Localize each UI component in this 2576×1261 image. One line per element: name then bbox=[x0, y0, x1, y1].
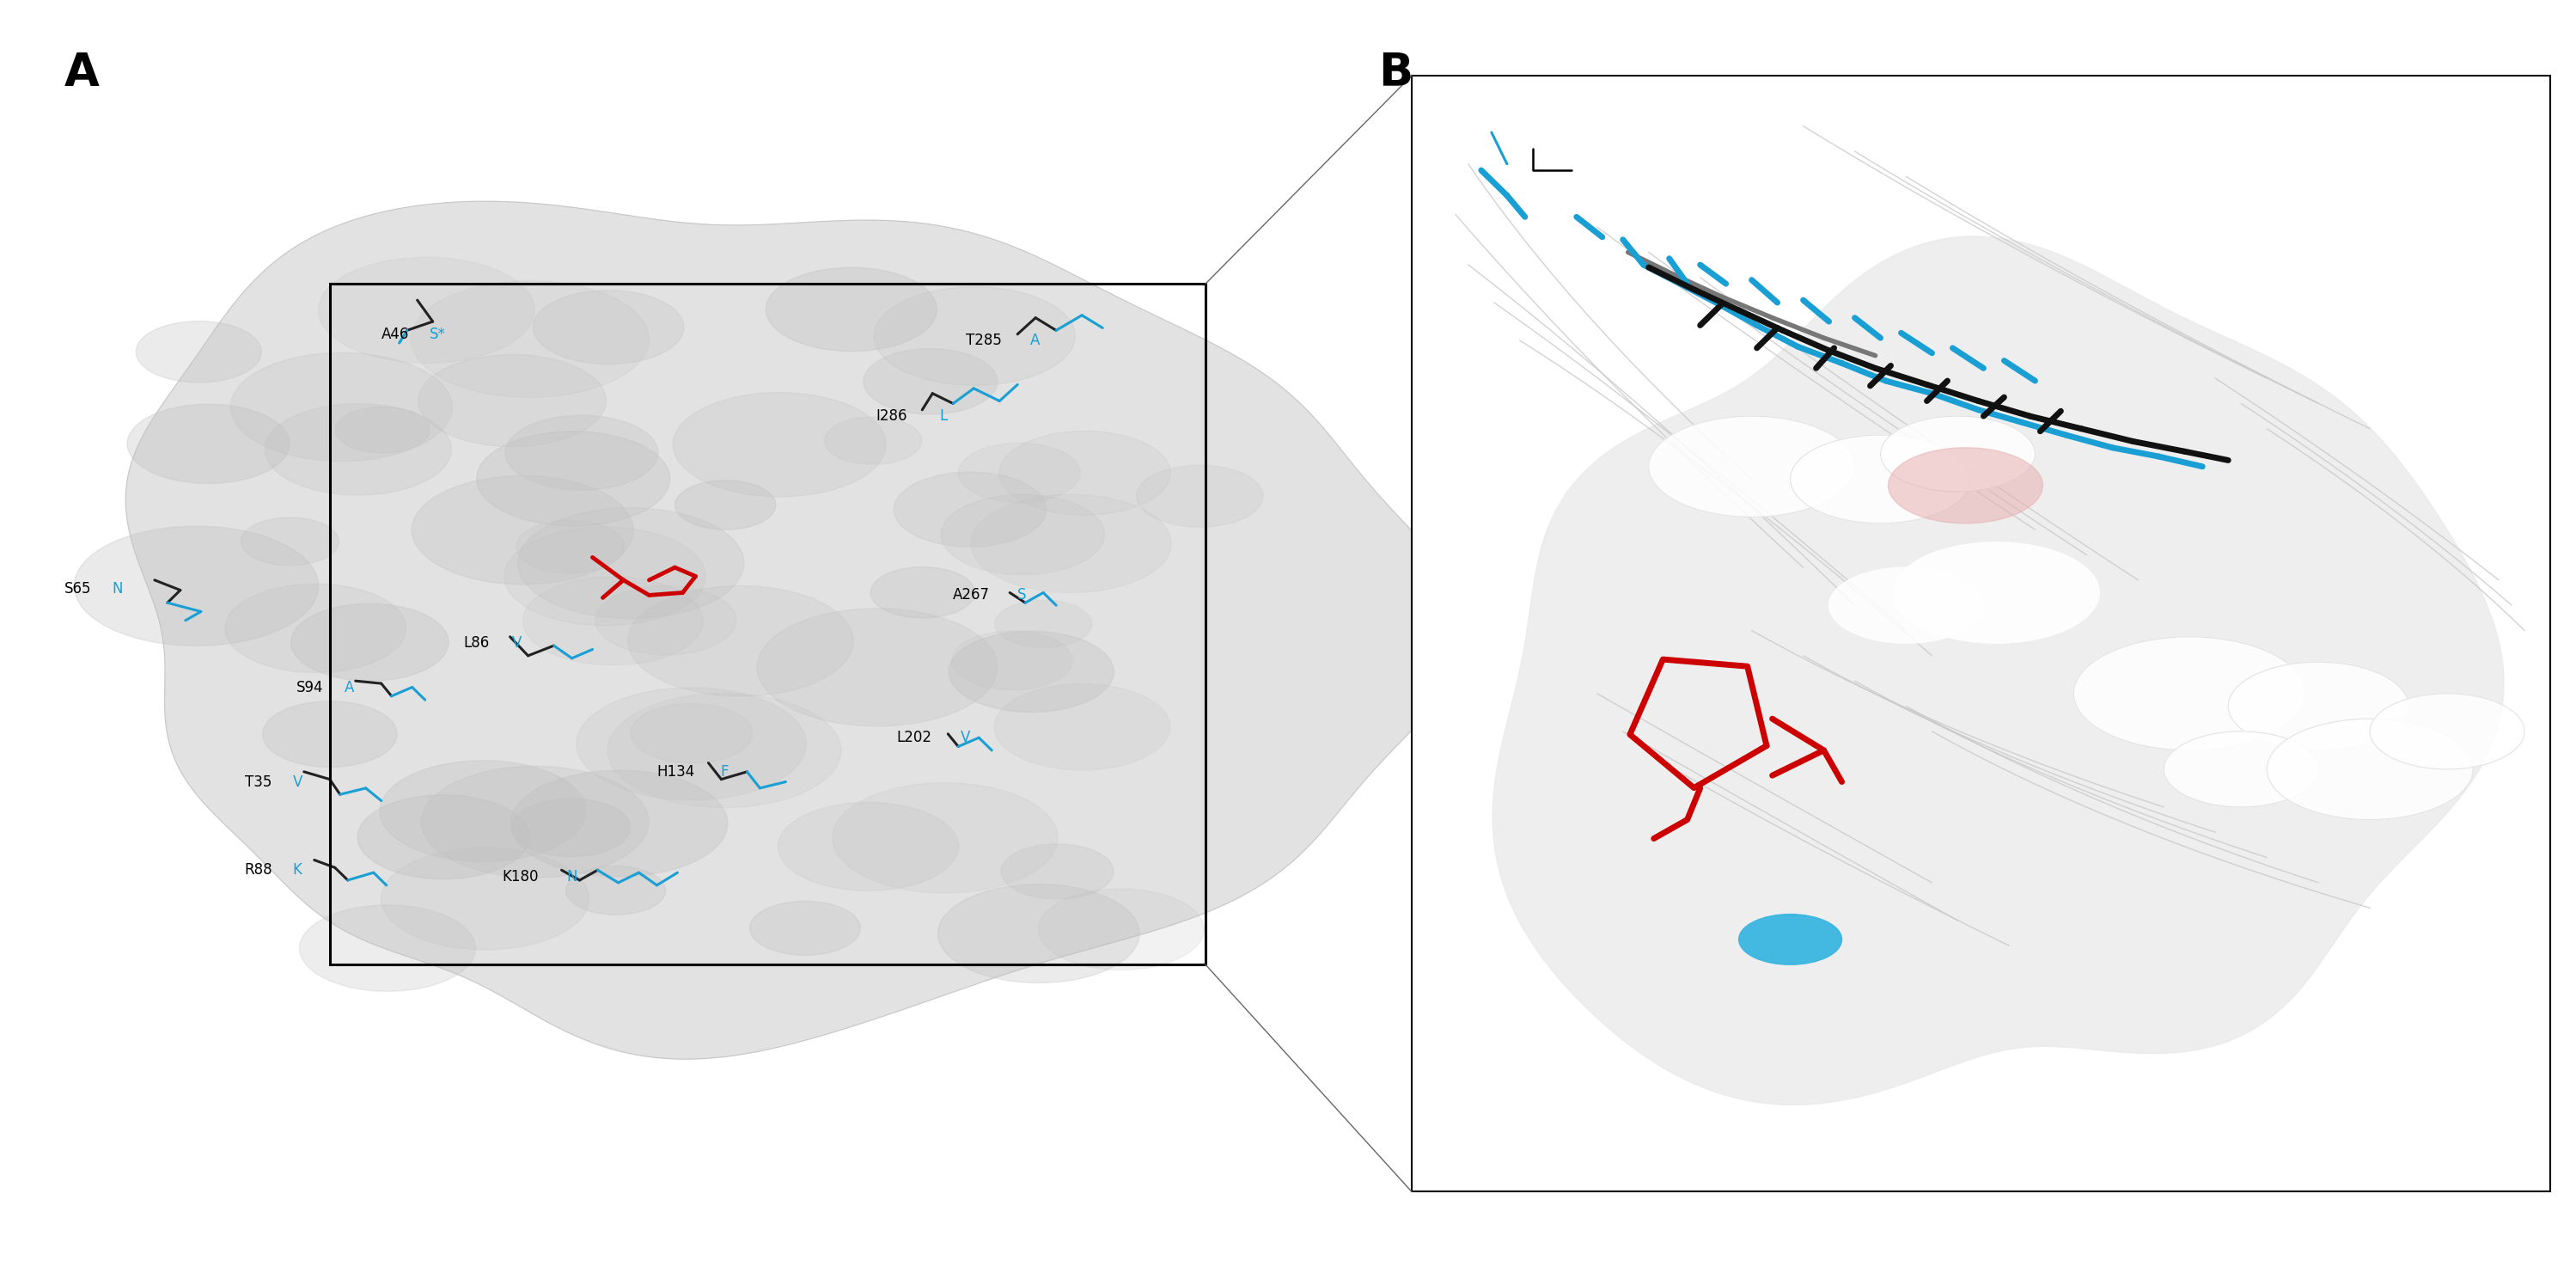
Circle shape bbox=[477, 431, 670, 526]
Text: B: B bbox=[1378, 50, 1412, 95]
Text: V: V bbox=[294, 774, 301, 789]
Circle shape bbox=[510, 770, 726, 876]
Circle shape bbox=[894, 472, 1046, 547]
Circle shape bbox=[567, 866, 665, 914]
Circle shape bbox=[863, 349, 997, 415]
Circle shape bbox=[1739, 914, 1842, 965]
Circle shape bbox=[265, 404, 451, 496]
Text: R88: R88 bbox=[245, 863, 273, 878]
Circle shape bbox=[999, 431, 1170, 514]
Circle shape bbox=[2228, 662, 2409, 750]
Text: S*: S* bbox=[430, 327, 446, 342]
Circle shape bbox=[263, 701, 397, 767]
Text: I286: I286 bbox=[876, 409, 907, 424]
Text: A: A bbox=[345, 680, 353, 695]
Circle shape bbox=[422, 767, 649, 878]
Text: L: L bbox=[940, 409, 948, 424]
Circle shape bbox=[505, 527, 706, 625]
Text: N: N bbox=[567, 869, 577, 884]
Circle shape bbox=[675, 480, 775, 530]
Circle shape bbox=[515, 521, 623, 574]
Circle shape bbox=[873, 286, 1074, 386]
Circle shape bbox=[994, 683, 1170, 770]
Text: V: V bbox=[961, 730, 971, 745]
Circle shape bbox=[358, 794, 528, 879]
Text: L86: L86 bbox=[464, 636, 489, 651]
Circle shape bbox=[948, 632, 1113, 712]
Text: L202: L202 bbox=[896, 730, 933, 745]
Circle shape bbox=[1880, 416, 2035, 492]
Circle shape bbox=[412, 475, 634, 584]
Circle shape bbox=[410, 281, 649, 397]
Circle shape bbox=[629, 586, 853, 696]
Circle shape bbox=[381, 847, 590, 950]
Circle shape bbox=[577, 687, 806, 799]
Text: K: K bbox=[294, 863, 301, 878]
Circle shape bbox=[232, 353, 453, 462]
Circle shape bbox=[242, 517, 340, 565]
Circle shape bbox=[750, 902, 860, 956]
Circle shape bbox=[608, 694, 840, 808]
Circle shape bbox=[672, 392, 886, 497]
Circle shape bbox=[757, 609, 997, 726]
Bar bbox=[1412, 76, 2550, 1192]
Text: A46: A46 bbox=[381, 327, 410, 342]
Text: V: V bbox=[513, 636, 520, 651]
Circle shape bbox=[2267, 719, 2473, 820]
Circle shape bbox=[75, 526, 319, 646]
Polygon shape bbox=[126, 202, 1468, 1059]
Text: T35: T35 bbox=[245, 774, 270, 789]
Circle shape bbox=[224, 584, 407, 672]
Circle shape bbox=[1136, 465, 1262, 527]
Circle shape bbox=[1038, 889, 1203, 970]
Circle shape bbox=[871, 567, 974, 618]
Circle shape bbox=[137, 322, 263, 382]
Circle shape bbox=[417, 354, 605, 446]
Circle shape bbox=[335, 407, 430, 453]
Circle shape bbox=[1002, 844, 1113, 899]
Circle shape bbox=[958, 443, 1079, 503]
Circle shape bbox=[631, 704, 752, 763]
Circle shape bbox=[1649, 416, 1855, 517]
Circle shape bbox=[778, 802, 958, 890]
Text: A: A bbox=[64, 50, 100, 95]
Circle shape bbox=[2074, 637, 2306, 750]
Text: S65: S65 bbox=[64, 581, 93, 596]
Text: H134: H134 bbox=[657, 764, 696, 779]
Polygon shape bbox=[1492, 236, 2504, 1105]
Circle shape bbox=[971, 494, 1172, 593]
Circle shape bbox=[595, 586, 737, 654]
Text: F: F bbox=[721, 764, 729, 779]
Circle shape bbox=[518, 508, 744, 619]
Circle shape bbox=[938, 884, 1139, 982]
Circle shape bbox=[1888, 448, 2043, 523]
Circle shape bbox=[832, 783, 1059, 893]
Text: N: N bbox=[113, 581, 124, 596]
Circle shape bbox=[994, 600, 1092, 648]
Circle shape bbox=[319, 257, 536, 363]
Text: T285: T285 bbox=[966, 333, 1002, 348]
Text: S94: S94 bbox=[296, 680, 325, 695]
Circle shape bbox=[1829, 567, 1984, 643]
Circle shape bbox=[1893, 542, 2099, 643]
Circle shape bbox=[126, 404, 289, 483]
Circle shape bbox=[824, 417, 922, 464]
Circle shape bbox=[291, 604, 448, 681]
Circle shape bbox=[513, 798, 631, 856]
Circle shape bbox=[299, 905, 477, 991]
Circle shape bbox=[505, 415, 657, 491]
Circle shape bbox=[765, 267, 938, 352]
Circle shape bbox=[940, 494, 1105, 575]
Text: S: S bbox=[1018, 588, 1025, 603]
Text: K180: K180 bbox=[502, 869, 538, 884]
Circle shape bbox=[1790, 435, 1971, 523]
Text: A: A bbox=[1030, 333, 1041, 348]
Circle shape bbox=[2164, 731, 2318, 807]
Circle shape bbox=[953, 630, 1072, 690]
Circle shape bbox=[523, 578, 703, 665]
Circle shape bbox=[379, 760, 587, 861]
Text: A267: A267 bbox=[953, 588, 989, 603]
Circle shape bbox=[2370, 694, 2524, 769]
Circle shape bbox=[533, 290, 685, 364]
